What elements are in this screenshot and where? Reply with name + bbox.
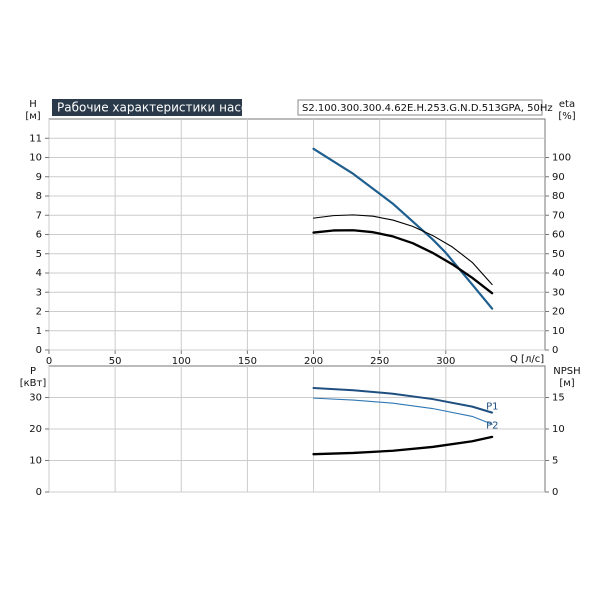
top-series-line xyxy=(312,214,493,286)
top-y-tick-label: 10 xyxy=(29,153,42,164)
top-y-tick-label: 5 xyxy=(36,249,42,260)
top-y-tick-label: 11 xyxy=(29,133,42,144)
top-x-tick-label: 250 xyxy=(370,356,389,367)
top-x-tick-label: 100 xyxy=(172,356,191,367)
bottom-y2-axis-label: NPSH xyxy=(553,366,580,377)
bottom-y-axis-unit: [кВт] xyxy=(20,378,47,389)
bottom-y2-tick-label: 0 xyxy=(552,487,558,498)
top-y2-tick-label: 0 xyxy=(552,345,558,356)
chart-model-label: S2.100.300.300.4.62E.H.253.G.N.D.513GPA,… xyxy=(302,103,553,114)
top-y-tick-label: 4 xyxy=(36,268,42,279)
top-series-line xyxy=(312,147,494,310)
top-y-axis-unit: [м] xyxy=(25,111,40,122)
bottom-series-label: P1 xyxy=(486,402,498,413)
top-x-axis-label: Q [л/с] xyxy=(510,354,544,365)
top-y-tick-label: 1 xyxy=(36,326,42,337)
chart-title-box xyxy=(52,99,242,116)
top-x-tick-label: 200 xyxy=(304,356,323,367)
top-y-tick-label: 3 xyxy=(36,287,42,298)
bottom-y2-axis-unit: [м] xyxy=(559,378,574,389)
top-x-tick-label: 50 xyxy=(109,356,122,367)
top-y-tick-label: 9 xyxy=(36,172,42,183)
chart-title: Рабочие характеристики насоса xyxy=(57,101,262,115)
top-y-axis-label: H xyxy=(29,99,37,110)
top-x-tick-label: 150 xyxy=(238,356,257,367)
top-y2-tick-label: 70 xyxy=(552,210,565,221)
top-y2-tick-label: 100 xyxy=(552,153,571,164)
bottom-y-axis-label: P xyxy=(30,366,36,377)
bottom-series-line xyxy=(312,387,494,414)
bottom-y2-tick-label: 5 xyxy=(552,456,558,467)
bottom-y-tick-label: 0 xyxy=(36,487,42,498)
top-y-tick-label: 2 xyxy=(36,307,42,318)
bottom-series-line xyxy=(312,397,493,425)
bottom-series-line xyxy=(312,435,494,456)
bottom-y-tick-label: 10 xyxy=(29,456,42,467)
top-y-tick-label: 8 xyxy=(36,191,42,202)
top-y2-tick-label: 80 xyxy=(552,191,565,202)
bottom-y2-tick-label: 10 xyxy=(552,424,565,435)
bottom-series-label: P2 xyxy=(486,420,498,431)
top-y2-tick-label: 90 xyxy=(552,172,565,183)
bottom-y-tick-label: 30 xyxy=(29,393,42,404)
top-y2-tick-label: 30 xyxy=(552,287,565,298)
top-x-tick-label: 0 xyxy=(46,356,52,367)
top-y2-tick-label: 10 xyxy=(552,326,565,337)
top-x-tick-label: 300 xyxy=(436,356,455,367)
bottom-y2-tick-label: 15 xyxy=(552,393,565,404)
top-y-tick-label: 7 xyxy=(36,210,42,221)
chart-model-box xyxy=(297,99,543,116)
top-y2-axis-unit: [%] xyxy=(558,111,575,122)
top-y2-tick-label: 40 xyxy=(552,268,565,279)
top-y2-tick-label: 50 xyxy=(552,249,565,260)
top-y2-axis-label: eta xyxy=(559,99,575,110)
top-series-line xyxy=(312,229,494,295)
top-y-tick-label: 0 xyxy=(36,345,42,356)
bottom-y-tick-label: 20 xyxy=(29,424,42,435)
top-y2-tick-label: 60 xyxy=(552,230,565,241)
top-y-tick-label: 6 xyxy=(36,230,42,241)
top-y2-tick-label: 20 xyxy=(552,307,565,318)
